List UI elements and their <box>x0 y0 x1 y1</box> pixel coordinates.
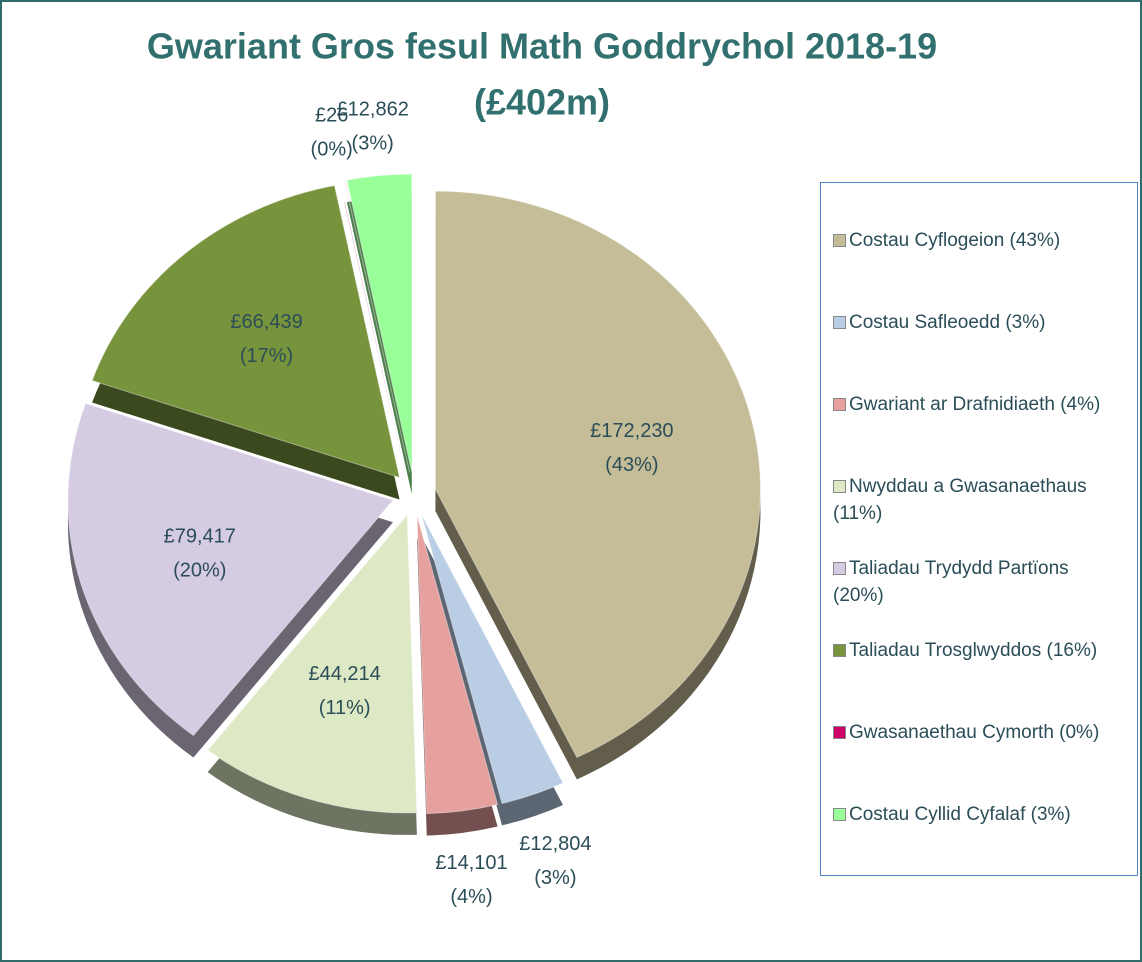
legend-label: Gwariant ar Drafnidiaeth (4%) <box>849 394 1101 415</box>
legend-entry: Taliadau Trydydd Partïons (20%) <box>833 555 1123 609</box>
data-label-percent: (17%) <box>240 345 293 367</box>
legend-entry: Costau Cyllid Cyfalaf (3%) <box>833 801 1123 828</box>
legend-swatch <box>833 480 846 493</box>
legend-swatch <box>833 398 846 411</box>
slice <box>421 514 564 804</box>
legend-label: Taliadau Trydydd Partïons (20%) <box>833 558 1069 606</box>
slice <box>416 515 499 815</box>
legend-label: Costau Safleoedd (3%) <box>849 312 1046 333</box>
legend-swatch <box>833 644 846 657</box>
chart-title: Gwariant Gros fesul Math Goddrychol 2018… <box>147 26 937 67</box>
data-label: £12,804 <box>519 833 591 855</box>
data-label-percent: (0%) <box>311 138 353 160</box>
legend-swatch <box>833 808 846 821</box>
legend-swatch <box>833 562 846 575</box>
data-label: £79,417 <box>164 525 236 547</box>
legend-label: Taliadau Trosglwyddos (16%) <box>849 640 1098 661</box>
legend-label: Nwyddau a Gwasanaethaus (11%) <box>833 476 1087 524</box>
slice <box>206 513 418 814</box>
slice <box>346 173 413 473</box>
chart-subtitle: (£402m) <box>474 82 610 123</box>
legend-entry: Costau Cyflogeion (43%) <box>833 227 1123 254</box>
slice <box>67 402 394 737</box>
legend-label: Costau Cyflogeion (43%) <box>849 230 1061 251</box>
data-label-percent: (3%) <box>534 867 576 889</box>
legend-entry: Nwyddau a Gwasanaethaus (11%) <box>833 473 1123 527</box>
legend-swatch <box>833 726 846 739</box>
slice <box>434 190 761 759</box>
legend: Costau Cyflogeion (43%) Costau Safleoedd … <box>820 182 1138 876</box>
legend-label: Costau Cyllid Cyfalaf (3%) <box>849 804 1071 825</box>
legend-entry: Taliadau Trosglwyddos (16%) <box>833 637 1123 664</box>
legend-swatch <box>833 234 846 247</box>
data-label: £66,439 <box>230 311 302 333</box>
data-label-percent: (20%) <box>173 559 226 581</box>
legend-label: Gwasanaethau Cymorth (0%) <box>849 722 1100 743</box>
data-label-percent: (4%) <box>450 886 492 908</box>
data-label-percent: (11%) <box>319 697 371 719</box>
data-label-percent: (3%) <box>352 133 394 155</box>
legend-entry: Costau Safleoedd (3%) <box>833 309 1123 336</box>
legend-swatch <box>833 316 846 329</box>
legend-entry: Gwasanaethau Cymorth (0%) <box>833 719 1123 746</box>
data-label: £12,862 <box>337 99 409 121</box>
slice <box>91 184 401 479</box>
data-label-percent: (43%) <box>605 454 658 476</box>
data-label: £44,214 <box>308 663 380 685</box>
data-label: £172,230 <box>590 420 673 442</box>
slice-side-shade <box>344 202 410 495</box>
slice <box>343 179 411 473</box>
data-label: £26 <box>315 104 348 126</box>
legend-entry: Gwariant ar Drafnidiaeth (4%) <box>833 391 1123 418</box>
data-label: £14,101 <box>435 852 507 874</box>
